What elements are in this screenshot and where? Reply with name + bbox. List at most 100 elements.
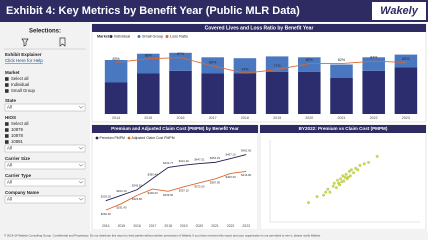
line (116, 57, 406, 74)
data-label: $387.90 (210, 181, 221, 185)
filter-option: Select all (11, 76, 28, 81)
point (348, 174, 352, 178)
x-tick-label: 2020 (305, 116, 313, 120)
panel-header (92, 125, 258, 133)
point (346, 175, 350, 179)
x-tick-label: 2023 (402, 116, 410, 120)
bar (169, 70, 192, 114)
panel (259, 124, 427, 231)
dropdown-arrow (78, 106, 84, 109)
sidebar-heading: Selections: (29, 29, 61, 35)
point (335, 186, 338, 190)
checkbox[interactable] (5, 83, 9, 87)
data-label: $345.62 (132, 183, 143, 187)
panel-header (92, 24, 426, 32)
checkbox[interactable] (5, 89, 9, 93)
chart-title: Premium and Adjusted Claim Cost (PMPM) b… (111, 126, 239, 131)
filter-label: State (5, 98, 17, 103)
point (362, 162, 366, 166)
dropdown[interactable] (4, 195, 86, 204)
dropdown-arrow (78, 147, 84, 150)
checkbox[interactable] (5, 77, 9, 81)
legend-label: Adjusted Claim Cost PMPM (132, 136, 175, 140)
x-tick-label: 2016 (177, 116, 185, 120)
checkbox[interactable] (5, 134, 9, 138)
header-bar (0, 0, 428, 22)
point (322, 193, 325, 197)
legend-title: Market (97, 35, 110, 39)
point (326, 187, 330, 191)
data-label: $432.77 (163, 161, 174, 165)
legend-marker (109, 35, 113, 38)
legend-label: Premium PMPM (100, 136, 126, 140)
bar (201, 57, 224, 74)
footer: © 2014-24 Wakely Consulting Group. Confi… (4, 233, 321, 237)
checkbox[interactable] (5, 128, 9, 132)
filter-option: Individual (11, 82, 29, 87)
point (307, 201, 310, 205)
dropdown[interactable] (4, 161, 86, 170)
dropdown-value: All (7, 146, 12, 151)
line (105, 171, 247, 211)
bar (137, 73, 160, 114)
dropdown[interactable] (4, 103, 86, 112)
dropdown[interactable] (4, 178, 86, 187)
data-label: $452.29 (210, 156, 221, 160)
explainer: Exhibit Explainer (5, 52, 42, 57)
data-label: 86% (145, 53, 153, 57)
filter-icon[interactable] (21, 38, 29, 47)
data-label: $441.20 (179, 159, 190, 163)
legend-label: Individual (114, 35, 130, 39)
dropdown-arrow (78, 198, 84, 201)
header-title: Exhibit 4: Key Metrics by Benefit Year (… (6, 5, 300, 17)
filter-label: HIOS (5, 115, 16, 120)
dropdown[interactable] (4, 144, 86, 153)
data-label: 74% (241, 68, 249, 72)
point (341, 174, 345, 178)
x-tick-label: 2017 (149, 224, 157, 228)
x-tick-label: 2019 (180, 224, 188, 228)
filter-label: Carrier Size (5, 156, 31, 161)
x-tick-label: 2022 (227, 224, 235, 228)
point (347, 169, 351, 173)
x-tick-label: 2014 (102, 224, 110, 228)
x-tick-label: 2017 (209, 116, 217, 120)
data-label: 82% (338, 58, 346, 62)
data-label: 84% (370, 56, 378, 60)
point (328, 190, 332, 194)
bar (233, 73, 257, 114)
dropdown-value: All (7, 163, 12, 168)
point (315, 195, 319, 199)
bar (265, 71, 289, 114)
data-label: 83% (402, 57, 410, 61)
legend-marker (165, 35, 169, 38)
data-label: $323.80 (132, 197, 143, 201)
data-label: $447.51 (194, 157, 205, 161)
filter-option: 10879 (11, 127, 24, 132)
point (342, 179, 346, 183)
bookmark-icon[interactable] (59, 37, 66, 47)
help-link[interactable]: Click Here for Help (5, 58, 43, 63)
data-label: 77% (273, 64, 281, 68)
data-label: $467.15 (226, 152, 237, 156)
point (332, 181, 336, 185)
checkbox[interactable] (5, 140, 9, 144)
filter-label: Company Name (5, 190, 40, 195)
x-tick-label: 2019 (273, 116, 281, 120)
dropdown-arrow (78, 164, 84, 167)
bar (298, 71, 321, 114)
bar (104, 82, 128, 114)
dropdown-value: All (7, 180, 12, 185)
point (375, 154, 379, 158)
point (358, 163, 362, 167)
filter-option: Small Group (11, 88, 35, 93)
point (338, 183, 342, 187)
filter-option: 10891 (11, 139, 24, 144)
data-label: $266.30 (101, 212, 112, 216)
filter-option: 10878 (11, 133, 24, 138)
x-tick-label: 2021 (338, 116, 346, 120)
checkbox[interactable] (5, 122, 9, 126)
data-label: $372.60 (194, 185, 205, 189)
